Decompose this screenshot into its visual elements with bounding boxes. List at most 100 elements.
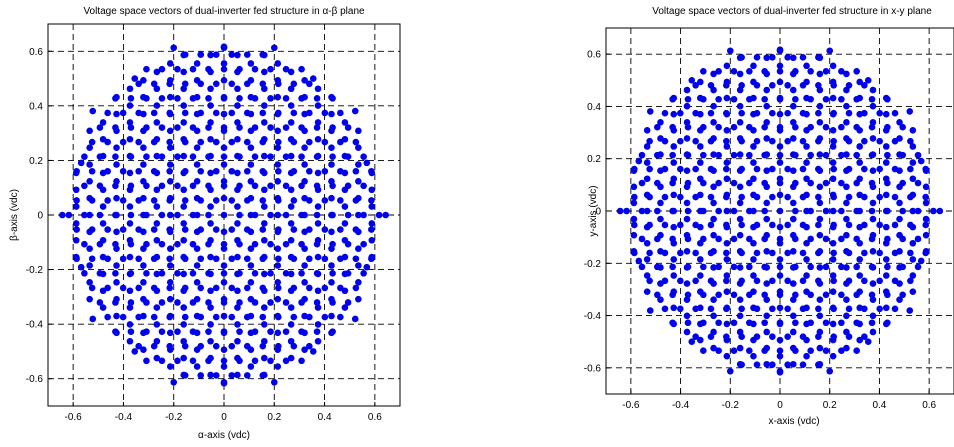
data-point [328,161,335,168]
data-point [899,123,906,131]
data-point [212,197,220,204]
data-point [113,295,120,303]
data-point [180,337,187,345]
data-point [314,270,322,278]
data-point [180,169,187,177]
data-point [341,236,349,244]
data-point [65,211,73,219]
data-point [670,288,678,295]
data-point [723,277,730,285]
data-point [166,342,173,350]
data-point [153,236,161,244]
data-point [654,291,661,299]
data-point [363,263,371,271]
data-point [261,321,268,328]
data-point [697,159,704,166]
data-point [135,313,142,321]
data-points [59,43,389,387]
data-point [228,284,236,292]
data-point [657,280,664,287]
data-point [158,124,166,131]
data-point [829,175,837,183]
data-point [228,138,236,146]
data-point [692,165,699,173]
data-point [197,80,205,88]
data-point [328,295,335,303]
data-point [829,62,837,70]
data-point [631,221,638,229]
data-point [119,109,127,117]
data-point [274,363,282,370]
data-point [769,249,776,257]
data-point [723,207,731,215]
data-point [88,167,96,175]
data-point [236,65,243,73]
data-point [792,291,799,299]
data-point [193,194,201,202]
data-point [153,68,161,76]
data-point [261,253,268,261]
data-point [341,119,349,126]
data-point [314,253,322,261]
data-point [683,264,691,271]
data-point [776,336,784,344]
x-tick-label: 0.6 [368,412,382,423]
data-point [776,235,784,243]
data-point [287,354,295,362]
data-point [247,144,255,151]
data-point [267,95,274,102]
data-point [761,347,768,354]
data-point [341,135,349,143]
data-point [692,249,699,257]
data-point [899,207,906,215]
data-point [135,80,142,88]
data-point [274,178,282,185]
data-point [730,179,738,187]
data-point [769,165,776,173]
chart-title: Voltage space vectors of dual-inverter f… [652,6,932,17]
data-point [776,78,784,86]
data-point [700,151,707,159]
data-point [135,138,142,146]
data-point [99,220,107,227]
data-point [360,240,367,248]
data-point [856,175,863,183]
data-point [228,51,236,58]
data-point [355,279,362,286]
data-point [301,194,308,202]
data-point [261,169,268,177]
data-point [228,342,236,350]
data-point [275,109,282,117]
data-point [869,264,877,271]
data-point [816,215,824,223]
data-point [738,305,745,313]
data-point [274,93,282,101]
data-point [746,347,753,354]
data-point [270,44,278,52]
data-point [274,279,282,286]
data-point [158,182,166,190]
data-point [643,288,651,295]
data-point [181,109,189,117]
data-point [906,307,914,314]
data-point [126,321,134,328]
data-point [792,179,799,187]
data-point [683,86,691,94]
data-point [228,313,236,321]
data-point [355,127,362,135]
data-point [922,193,929,201]
data-point [643,272,651,279]
data-point [677,221,684,229]
data-point [868,95,876,103]
data-point [710,118,717,126]
data-point [220,240,228,248]
data-point [259,372,267,379]
data-point [838,123,845,131]
data-point [726,47,734,55]
data-point [181,197,189,204]
data-point [692,109,699,117]
data-point [73,197,80,204]
data-point [697,256,704,263]
data-point [181,342,189,350]
data-point [750,143,757,150]
